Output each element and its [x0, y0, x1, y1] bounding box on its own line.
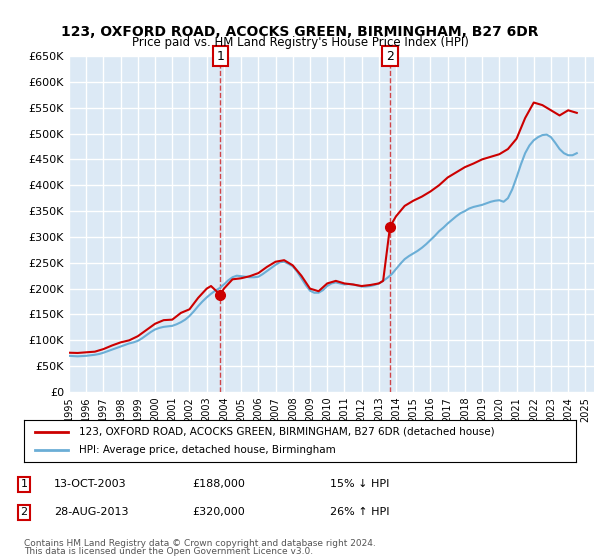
- Text: 1: 1: [20, 479, 28, 489]
- Text: Price paid vs. HM Land Registry's House Price Index (HPI): Price paid vs. HM Land Registry's House …: [131, 36, 469, 49]
- Text: HPI: Average price, detached house, Birmingham: HPI: Average price, detached house, Birm…: [79, 445, 336, 455]
- Text: Contains HM Land Registry data © Crown copyright and database right 2024.: Contains HM Land Registry data © Crown c…: [24, 539, 376, 548]
- Text: 15% ↓ HPI: 15% ↓ HPI: [330, 479, 389, 489]
- Text: 2: 2: [386, 49, 394, 63]
- Text: 28-AUG-2013: 28-AUG-2013: [54, 507, 128, 517]
- Text: £188,000: £188,000: [192, 479, 245, 489]
- Text: 13-OCT-2003: 13-OCT-2003: [54, 479, 127, 489]
- Text: 26% ↑ HPI: 26% ↑ HPI: [330, 507, 389, 517]
- Text: 123, OXFORD ROAD, ACOCKS GREEN, BIRMINGHAM, B27 6DR (detached house): 123, OXFORD ROAD, ACOCKS GREEN, BIRMINGH…: [79, 427, 495, 437]
- Text: 1: 1: [217, 49, 224, 63]
- Text: 2: 2: [20, 507, 28, 517]
- Text: £320,000: £320,000: [192, 507, 245, 517]
- Text: This data is licensed under the Open Government Licence v3.0.: This data is licensed under the Open Gov…: [24, 547, 313, 556]
- Text: 123, OXFORD ROAD, ACOCKS GREEN, BIRMINGHAM, B27 6DR: 123, OXFORD ROAD, ACOCKS GREEN, BIRMINGH…: [61, 25, 539, 39]
